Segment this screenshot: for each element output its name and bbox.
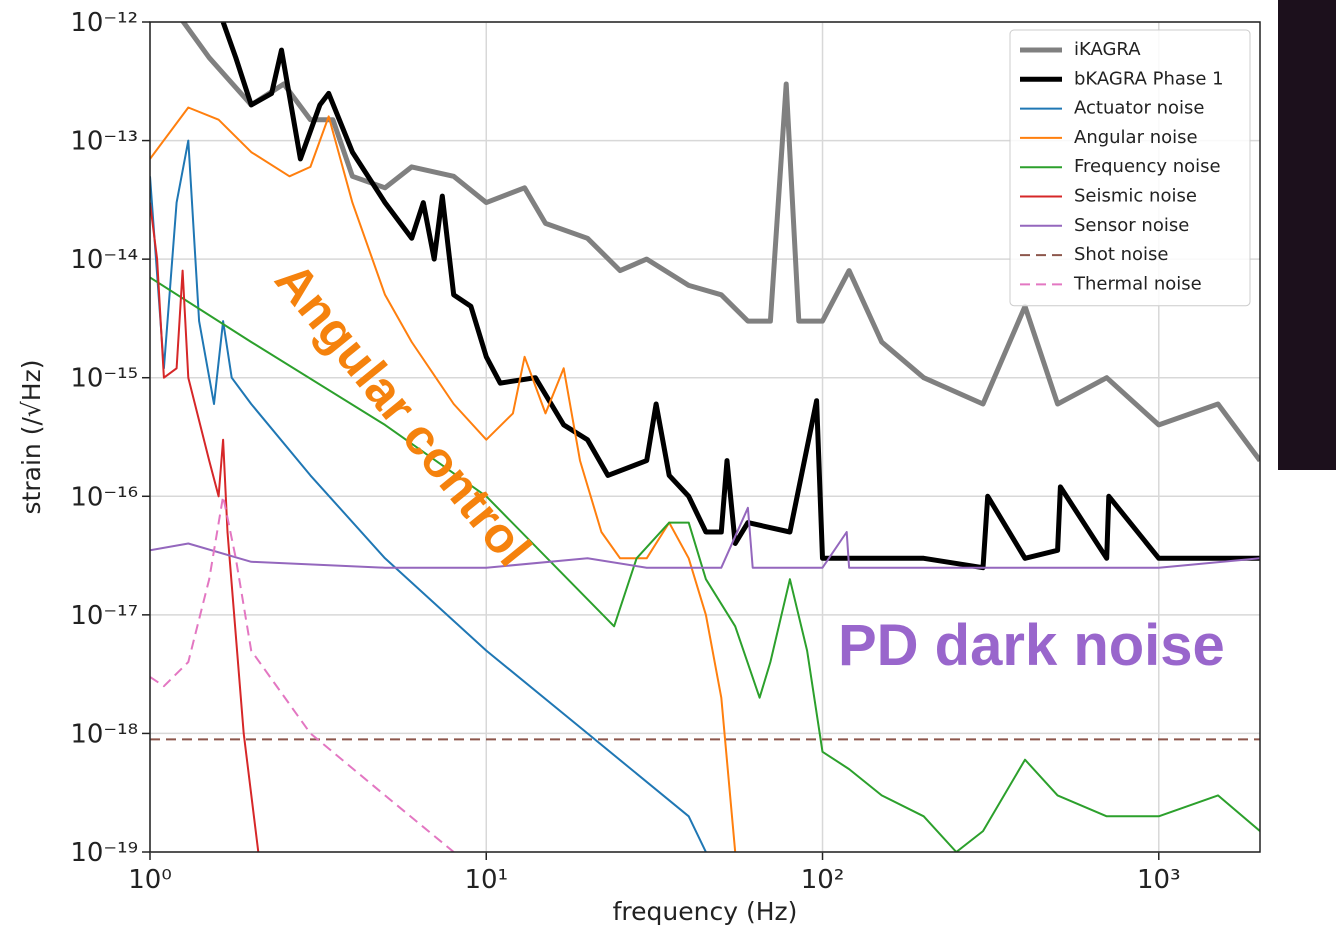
annotation: Angular control [264, 252, 542, 577]
y-tick-label: 10⁻¹⁵ [70, 364, 138, 394]
x-tick-label: 10³ [1137, 865, 1181, 895]
series-line [150, 202, 260, 852]
annotation: PD dark noise [838, 613, 1225, 678]
series-line [180, 22, 1260, 463]
series-line [150, 495, 455, 852]
y-axis-label: strain (/√Hz) [17, 360, 46, 515]
legend-label: bKAGRA Phase 1 [1074, 68, 1224, 89]
legend-label: Shot noise [1074, 244, 1169, 265]
series-line [150, 506, 1260, 569]
x-tick-label: 10⁰ [128, 865, 172, 895]
x-axis-label: frequency (Hz) [613, 897, 798, 926]
y-tick-label: 10⁻¹⁶ [70, 482, 138, 512]
legend-box [1009, 29, 1251, 307]
legend-label: Actuator noise [1074, 98, 1204, 119]
legend-label: Sensor noise [1074, 215, 1189, 236]
plot-frame [149, 21, 1261, 853]
legend-label: iKAGRA [1074, 39, 1141, 60]
legend-label: Angular noise [1074, 127, 1198, 148]
plot-area [150, 22, 1260, 852]
legend-label: Seismic noise [1074, 186, 1197, 207]
photo-fragment [1278, 0, 1336, 470]
y-tick-label: 10⁻¹⁷ [70, 601, 138, 631]
legend-label: Thermal noise [1073, 273, 1202, 294]
series-line [150, 276, 1260, 852]
series-line [220, 22, 1260, 571]
y-tick-label: 10⁻¹² [70, 8, 138, 38]
y-tick-label: 10⁻¹⁴ [70, 245, 138, 275]
y-tick-label: 10⁻¹⁸ [70, 719, 138, 749]
y-tick-label: 10⁻¹⁹ [70, 838, 138, 868]
x-tick-label: 10¹ [465, 865, 509, 895]
x-tick-label: 10² [801, 865, 845, 895]
series-line [150, 139, 707, 852]
legend-label: Frequency noise [1074, 156, 1221, 177]
y-tick-label: 10⁻¹³ [70, 127, 138, 157]
